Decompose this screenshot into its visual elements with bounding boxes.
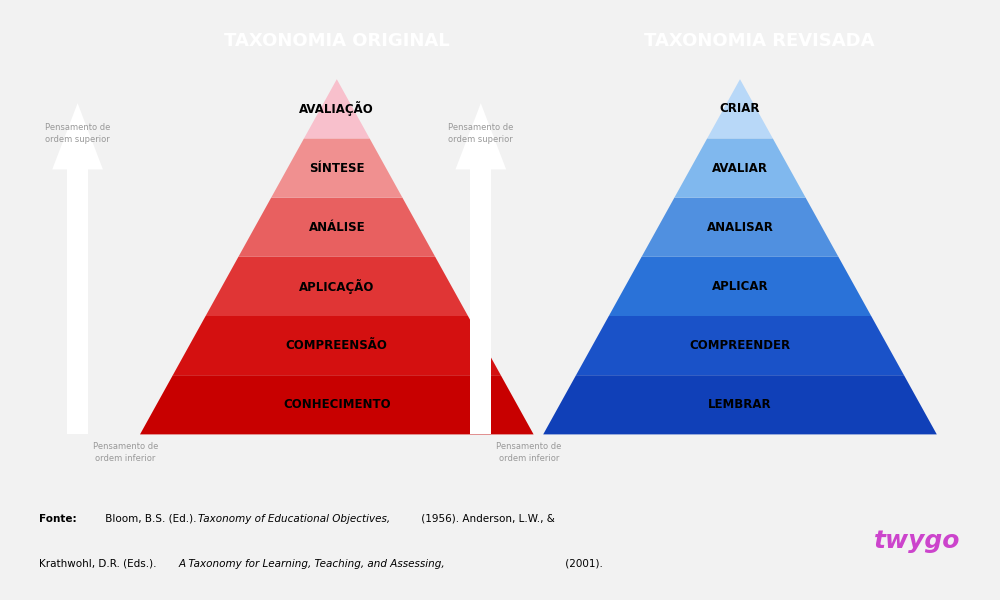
Text: Krathwohl, D.R. (Eds.).: Krathwohl, D.R. (Eds.). (39, 559, 160, 569)
Polygon shape (52, 103, 103, 169)
Polygon shape (642, 197, 838, 257)
Polygon shape (576, 316, 904, 375)
Text: COMPREENDER: COMPREENDER (689, 339, 791, 352)
Text: AVALIAÇÃO: AVALIAÇÃO (299, 101, 374, 116)
Text: APLICAR: APLICAR (712, 280, 768, 293)
Text: APLICAÇÃO: APLICAÇÃO (299, 279, 374, 294)
Text: Pensamento de
ordem inferior: Pensamento de ordem inferior (496, 442, 561, 463)
Text: (1956). Anderson, L.W., &: (1956). Anderson, L.W., & (418, 514, 555, 524)
Polygon shape (173, 316, 501, 375)
Text: Fonte:: Fonte: (39, 514, 77, 524)
Text: Pensamento de
ordem superior: Pensamento de ordem superior (45, 122, 110, 144)
Text: CONHECIMENTO: CONHECIMENTO (283, 398, 391, 412)
Text: Pensamento de
ordem superior: Pensamento de ordem superior (448, 122, 513, 144)
Text: COMPREENSÃO: COMPREENSÃO (286, 339, 388, 352)
Text: Pensamento de
ordem inferior: Pensamento de ordem inferior (93, 442, 158, 463)
Text: AVALIAR: AVALIAR (712, 161, 768, 175)
Polygon shape (470, 169, 491, 434)
Text: TAXONOMIA REVISADA: TAXONOMIA REVISADA (644, 32, 874, 50)
Text: (2001).: (2001). (562, 559, 603, 569)
Text: A Taxonomy for Learning, Teaching, and Assessing,: A Taxonomy for Learning, Teaching, and A… (178, 559, 445, 569)
Polygon shape (674, 139, 806, 197)
Text: twygo: twygo (874, 529, 961, 553)
Text: Taxonomy of Educational Objectives,: Taxonomy of Educational Objectives, (198, 514, 390, 524)
Polygon shape (140, 375, 534, 434)
Polygon shape (543, 375, 937, 434)
Polygon shape (206, 257, 468, 316)
Polygon shape (238, 197, 435, 257)
Text: CRIAR: CRIAR (720, 103, 760, 115)
Polygon shape (707, 79, 773, 139)
Polygon shape (609, 257, 871, 316)
Polygon shape (455, 103, 506, 169)
Text: ANÁLISE: ANÁLISE (308, 221, 365, 234)
Text: TAXONOMIA ORIGINAL: TAXONOMIA ORIGINAL (224, 32, 450, 50)
Text: LEMBRAR: LEMBRAR (708, 398, 772, 412)
Polygon shape (304, 79, 370, 139)
Text: ANALISAR: ANALISAR (707, 221, 773, 234)
Polygon shape (67, 169, 88, 434)
Polygon shape (271, 139, 402, 197)
Text: SÍNTESE: SÍNTESE (309, 161, 365, 175)
Text: Bloom, B.S. (Ed.).: Bloom, B.S. (Ed.). (102, 514, 199, 524)
